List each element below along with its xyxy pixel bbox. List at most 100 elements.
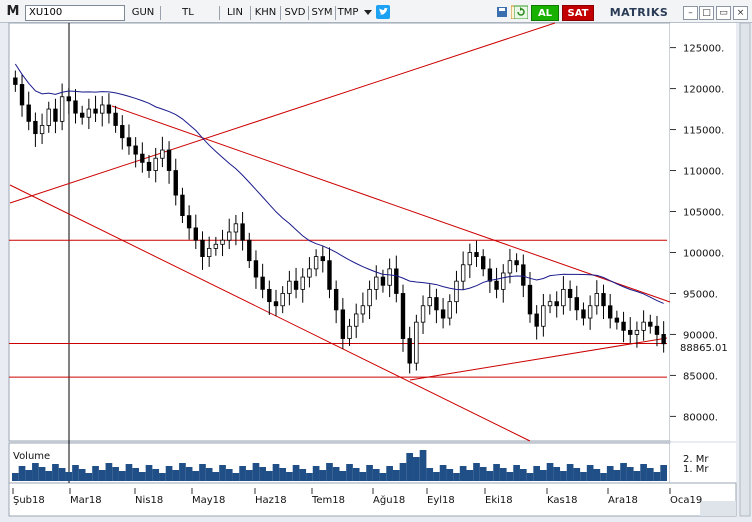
candle-body — [474, 252, 479, 257]
sell-button[interactable]: SAT — [562, 5, 594, 21]
trend-line — [409, 337, 668, 381]
candle-body — [654, 325, 660, 335]
volume-bar — [379, 473, 387, 481]
toolbar-separator — [160, 6, 161, 20]
save-icon[interactable] — [496, 5, 508, 21]
last-price-badge — [670, 341, 736, 354]
x-tick-label: May18 — [192, 495, 225, 506]
buy-button[interactable]: AL — [531, 5, 559, 21]
candle-body — [587, 305, 593, 319]
x-tick-label: Oca19 — [670, 495, 702, 506]
moving-average-line — [14, 63, 664, 304]
volume-bar — [239, 466, 246, 481]
candle-body — [26, 104, 31, 122]
candle-body — [227, 231, 232, 241]
volume-bar — [653, 472, 661, 481]
volume-bar — [165, 466, 173, 481]
matriks-brand: MATRIKS — [609, 6, 669, 19]
y-tick-label: 105000. — [683, 208, 724, 219]
y-tick-label: 90000. — [683, 330, 718, 341]
tmp-button[interactable]: TMP — [337, 7, 359, 18]
candle-body — [66, 96, 72, 102]
trend-line — [111, 105, 671, 303]
volume-bar — [65, 472, 73, 481]
volume-bar — [546, 463, 554, 481]
candle-body — [634, 329, 640, 335]
candle-body — [153, 157, 158, 171]
volume-bar — [533, 466, 541, 481]
candle-body — [534, 313, 539, 327]
volume-bar — [506, 472, 514, 481]
volume-bar — [479, 467, 487, 481]
candle-body — [414, 321, 419, 364]
volume-bar — [118, 471, 126, 481]
candle-body — [380, 276, 386, 286]
volume-bar — [172, 470, 180, 481]
x-tick-label: Kas18 — [547, 495, 577, 506]
candle-body — [621, 321, 626, 331]
scale-button[interactable]: LIN — [226, 7, 243, 18]
close-icon[interactable]: × — [733, 6, 748, 20]
volume-bar — [279, 468, 287, 481]
candle-body — [360, 305, 366, 315]
volume-bar — [192, 471, 200, 481]
candle-body — [280, 293, 285, 307]
volume-bar — [232, 473, 240, 481]
candle-body — [93, 108, 98, 114]
period-button[interactable]: GUN — [131, 7, 155, 18]
matriks-logo: M — [6, 4, 20, 19]
volume-bar — [72, 465, 79, 481]
candle-body — [460, 264, 466, 282]
svd-button[interactable]: SVD — [284, 7, 306, 18]
candle-body — [140, 153, 145, 163]
x-tick-label: Eyl18 — [427, 495, 455, 506]
volume-label: Volume — [13, 451, 50, 462]
candle-body — [233, 223, 239, 233]
candle-body — [200, 239, 205, 257]
restore-icon[interactable]: ▭ — [716, 6, 731, 20]
candle-body — [186, 215, 192, 229]
y-tick-label: 80000. — [683, 412, 718, 423]
candle-body — [166, 149, 172, 171]
volume-bar — [600, 473, 607, 481]
candle-body — [527, 284, 533, 315]
volume-bar — [159, 473, 166, 481]
candle-body — [46, 108, 51, 126]
maximize-icon[interactable]: □ — [699, 6, 714, 20]
candle-body — [293, 280, 299, 290]
candle-body — [106, 104, 112, 114]
volume-bar — [319, 470, 327, 481]
volume-bar — [225, 469, 233, 481]
candlestick-series — [13, 70, 666, 374]
candle-body — [19, 84, 25, 106]
volume-bar — [145, 465, 153, 481]
khn-button[interactable]: KHN — [254, 7, 277, 18]
volume-bar — [92, 466, 99, 481]
minimize-icon[interactable]: – — [683, 6, 698, 20]
volume-bar — [212, 472, 220, 481]
candle-body — [307, 268, 312, 278]
candle-body — [641, 321, 646, 331]
vertical-scrollbar[interactable] — [739, 22, 751, 517]
volume-bar — [45, 471, 53, 481]
zoom-control[interactable] — [700, 501, 736, 516]
candle-body — [594, 293, 600, 307]
candle-body — [39, 125, 45, 135]
candle-body — [173, 170, 178, 196]
candle-body — [427, 297, 432, 307]
twitter-icon[interactable] — [376, 5, 390, 21]
dropdown-arrow-icon[interactable] — [362, 5, 374, 21]
volume-bar — [85, 473, 93, 481]
sym-button[interactable]: SYM — [311, 7, 333, 18]
volume-bar — [339, 471, 347, 481]
volume-bar — [459, 466, 467, 481]
volume-bar — [252, 463, 260, 481]
volume-bar — [513, 465, 520, 481]
currency-button[interactable]: TL — [182, 7, 194, 18]
volume-bar — [199, 464, 206, 481]
symbol-input[interactable]: XU100 — [25, 5, 125, 21]
candle-body — [480, 256, 486, 270]
volume-bar — [626, 467, 634, 481]
volume-bar — [352, 468, 360, 481]
